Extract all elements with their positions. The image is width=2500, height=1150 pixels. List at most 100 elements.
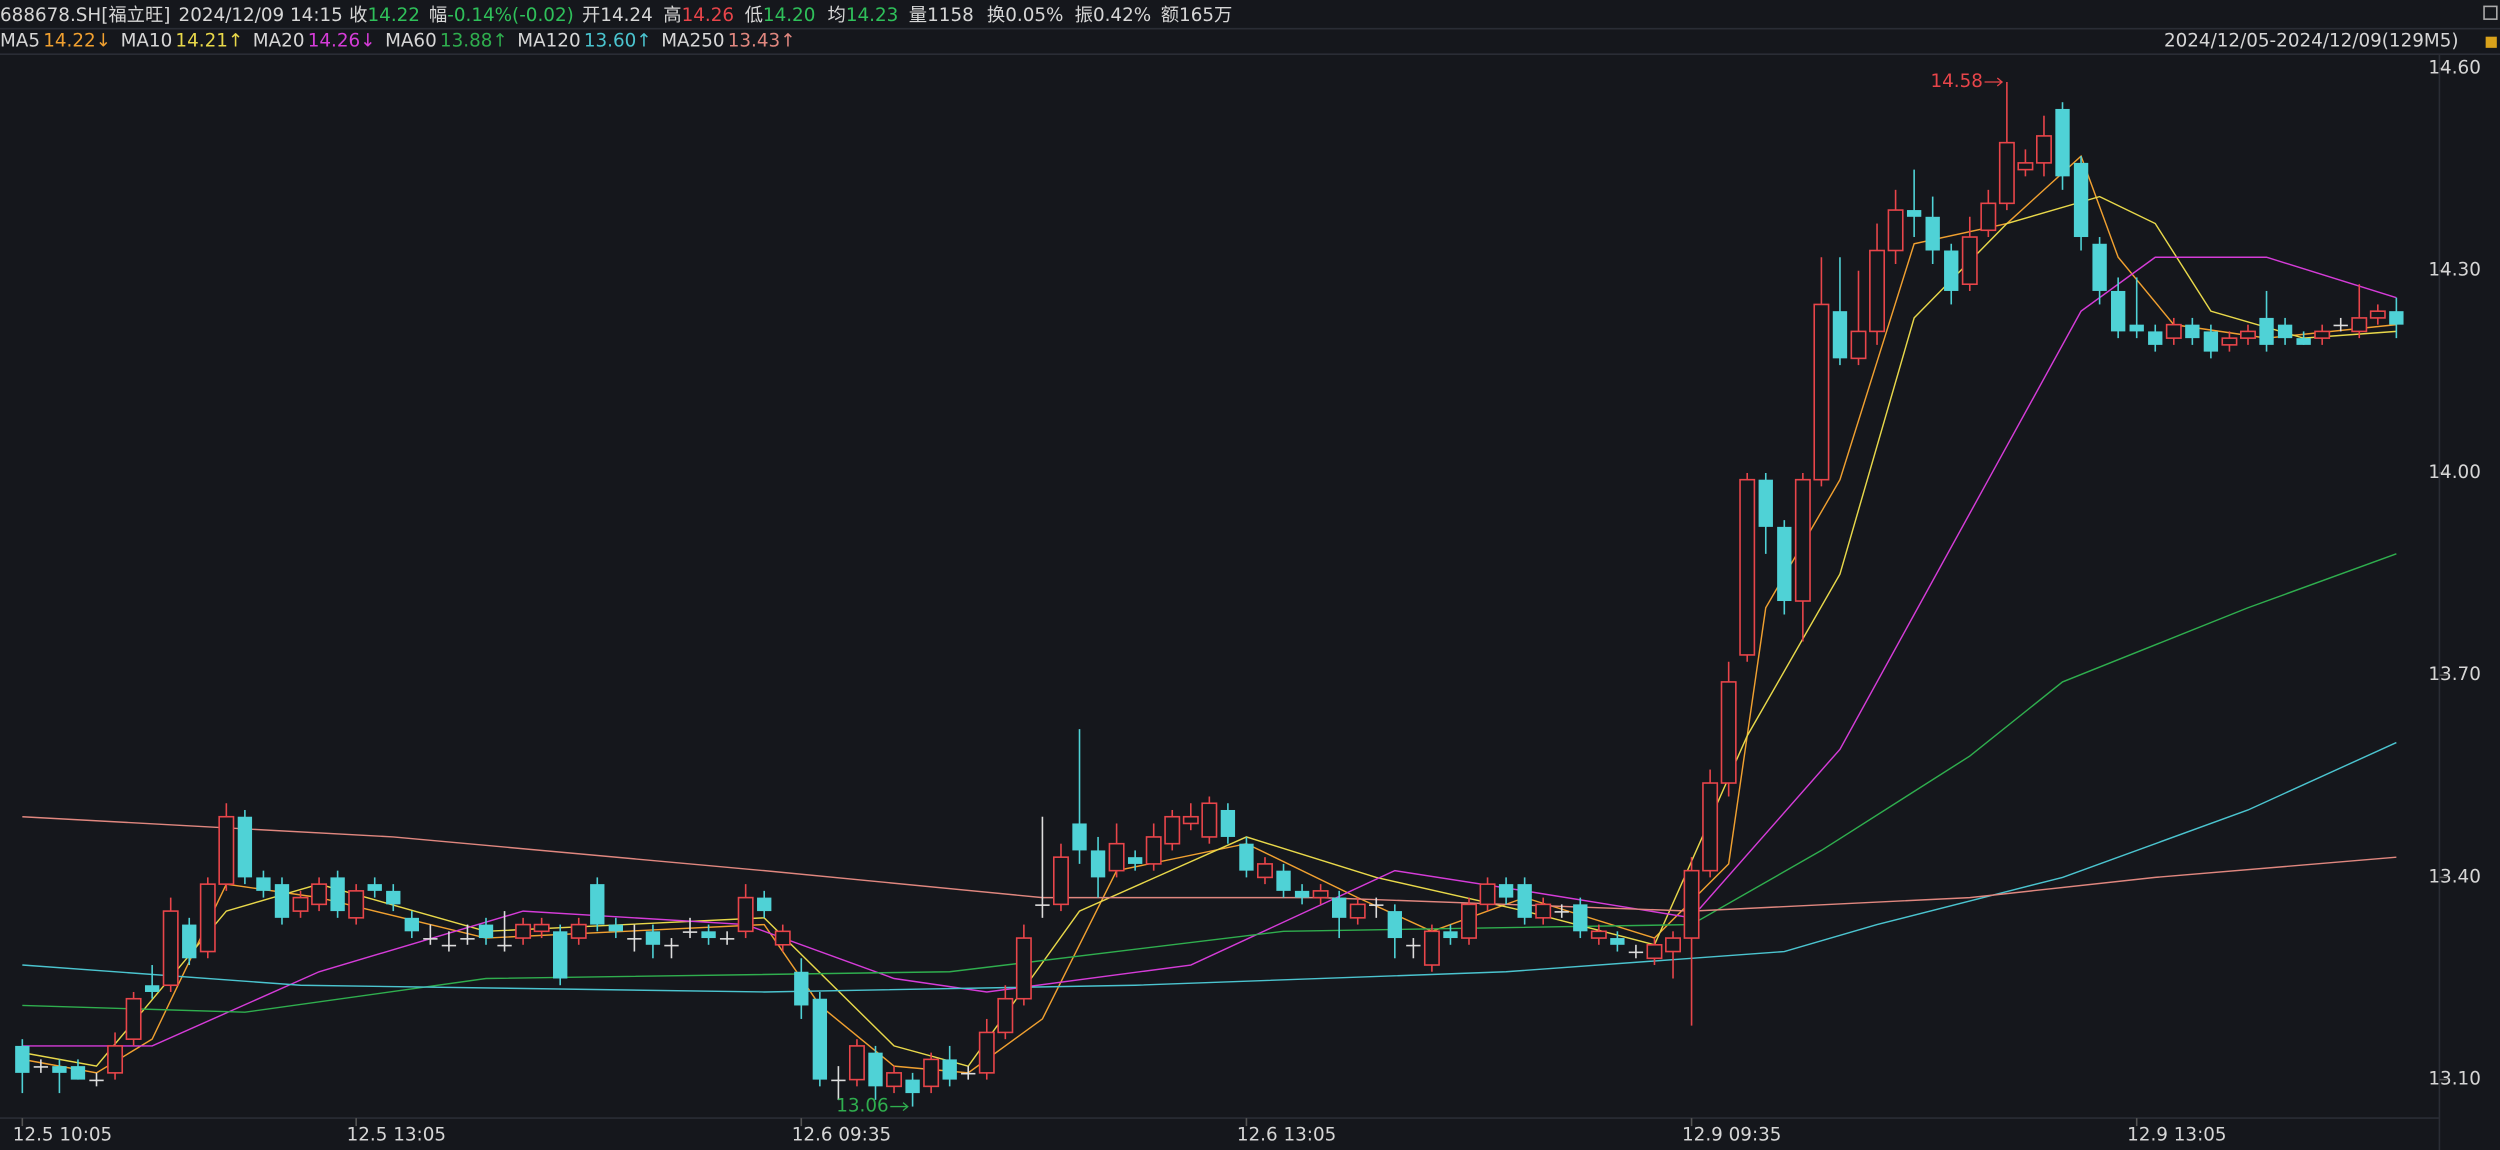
candle-body xyxy=(868,1052,883,1087)
header: 688678.SH[福立旺] 2024/12/09 14:15 收14.22 幅… xyxy=(0,5,1232,26)
candle-body xyxy=(70,1066,86,1080)
field-label: 开 xyxy=(582,5,600,26)
candle-body xyxy=(645,931,661,945)
extreme-label: 13.06 xyxy=(836,1096,888,1117)
candle-body xyxy=(292,896,309,912)
candle-body xyxy=(682,931,698,933)
ma-line xyxy=(22,256,2397,1047)
candle-body xyxy=(1239,843,1254,871)
candle-body xyxy=(2259,317,2274,345)
y-tick-label: 14.00 xyxy=(2428,462,2480,483)
candle-body xyxy=(1665,937,1681,953)
candle-body xyxy=(2055,108,2070,177)
candle-body xyxy=(162,910,179,987)
lock-icon[interactable] xyxy=(2485,36,2497,48)
candle-body xyxy=(1312,890,1329,899)
candle-body xyxy=(2333,324,2348,327)
candle-body xyxy=(218,815,235,885)
candle-body xyxy=(2185,324,2200,339)
legend-name: MA10 xyxy=(121,30,173,51)
candle-body xyxy=(942,1059,957,1080)
legend-value: 13.60↑ xyxy=(584,30,652,51)
candle-body xyxy=(997,997,1014,1034)
x-tick-label: 12.6 09:35 xyxy=(792,1125,891,1146)
candle-body xyxy=(590,884,605,925)
candle-body xyxy=(1479,883,1496,906)
candle-body xyxy=(1090,850,1106,878)
candle-body xyxy=(1813,303,1830,481)
candle-body xyxy=(1052,856,1069,906)
candle-body xyxy=(608,924,624,932)
extreme-arrow xyxy=(1984,77,2004,87)
candle-body xyxy=(2296,338,2311,345)
legend: MA5 14.22↓ MA10 14.21↑ MA20 14.26↓ MA60 13.88↑ M… xyxy=(0,30,796,51)
field-label: 均 xyxy=(827,5,845,26)
candle-body xyxy=(1015,937,1032,1000)
candle-body xyxy=(497,944,512,947)
candle-body xyxy=(1108,842,1125,872)
candle-body xyxy=(1127,857,1143,864)
field-value: 14.20 xyxy=(763,5,815,26)
candle-body xyxy=(1739,478,1756,656)
legend-value: 13.43↑ xyxy=(728,30,796,51)
candle-body xyxy=(1498,884,1514,898)
candle-body xyxy=(1906,210,1922,217)
x-tick-label: 12.9 13:05 xyxy=(2127,1125,2226,1146)
candle-body xyxy=(701,931,716,939)
candle-body xyxy=(1331,897,1347,918)
candle-body xyxy=(1349,903,1366,919)
symbol: 688678.SH[福立旺] xyxy=(0,5,170,26)
candle-body xyxy=(1461,903,1477,939)
candle-body xyxy=(1035,904,1050,906)
field-value: -0.14%(-0.02) xyxy=(447,5,574,26)
candle-body xyxy=(1535,903,1552,919)
x-tick-label: 12.5 10:05 xyxy=(13,1125,112,1146)
candle-body xyxy=(1201,802,1218,838)
candle-body xyxy=(1369,904,1384,906)
candle-body xyxy=(570,923,587,939)
candle-body xyxy=(1517,884,1532,918)
legend-value: 14.26↓ xyxy=(308,30,376,51)
candle-body xyxy=(1610,938,1625,945)
candle-body xyxy=(2369,310,2386,319)
candle-body xyxy=(1406,944,1421,947)
candle-body xyxy=(237,816,253,878)
legend-value: 14.22↓ xyxy=(43,30,111,51)
candle-body xyxy=(2203,331,2219,352)
candle-body xyxy=(2017,162,2034,171)
candle-body xyxy=(256,877,271,891)
legend-name: MA60 xyxy=(385,30,437,51)
candle-body xyxy=(2240,330,2256,339)
candle-body xyxy=(1257,863,1273,879)
candle-body xyxy=(15,1045,30,1073)
candle-body xyxy=(515,923,532,939)
candle-body xyxy=(812,998,828,1080)
legend-value: 13.88↑ xyxy=(440,30,508,51)
candle-body xyxy=(1961,236,1978,286)
y-tick-label: 14.30 xyxy=(2428,260,2480,281)
ma-line xyxy=(22,154,2397,1074)
candle-body xyxy=(1944,250,1959,291)
field-value: 14.23 xyxy=(846,5,898,26)
candle-body xyxy=(1794,478,1811,602)
field-label: 额 xyxy=(1161,5,1179,26)
candle-body xyxy=(794,971,809,1006)
candle-body xyxy=(274,884,290,918)
candle-body xyxy=(1590,930,1607,939)
y-tick-label: 13.10 xyxy=(2428,1069,2480,1090)
candle-body xyxy=(1720,681,1737,784)
candle-body xyxy=(1294,890,1310,898)
candle-body xyxy=(2110,290,2126,332)
candle-body xyxy=(961,1072,976,1075)
candle-body xyxy=(33,1066,49,1068)
y-tick-label: 13.70 xyxy=(2428,664,2480,685)
candle-body xyxy=(1145,836,1162,865)
candle-body xyxy=(978,1031,995,1074)
candle-body xyxy=(737,896,754,933)
ma-line xyxy=(22,195,2397,1067)
menu-icon[interactable] xyxy=(2483,5,2498,20)
candle-body xyxy=(1850,330,1867,360)
candle-body xyxy=(2073,162,2089,238)
candle-body xyxy=(2092,243,2107,291)
